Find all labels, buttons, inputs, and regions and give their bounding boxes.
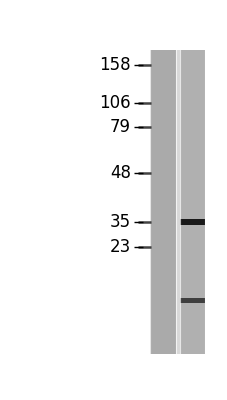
- Bar: [179, 50, 204, 354]
- Bar: [179, 219, 204, 226]
- Text: 48: 48: [109, 164, 130, 182]
- Text: 158: 158: [99, 56, 130, 74]
- Text: 79: 79: [109, 118, 130, 136]
- Bar: [150, 50, 175, 354]
- Bar: [179, 298, 204, 303]
- Text: 35: 35: [109, 213, 130, 231]
- Bar: [175, 50, 179, 354]
- Text: 23: 23: [109, 238, 130, 256]
- Text: 106: 106: [99, 94, 130, 112]
